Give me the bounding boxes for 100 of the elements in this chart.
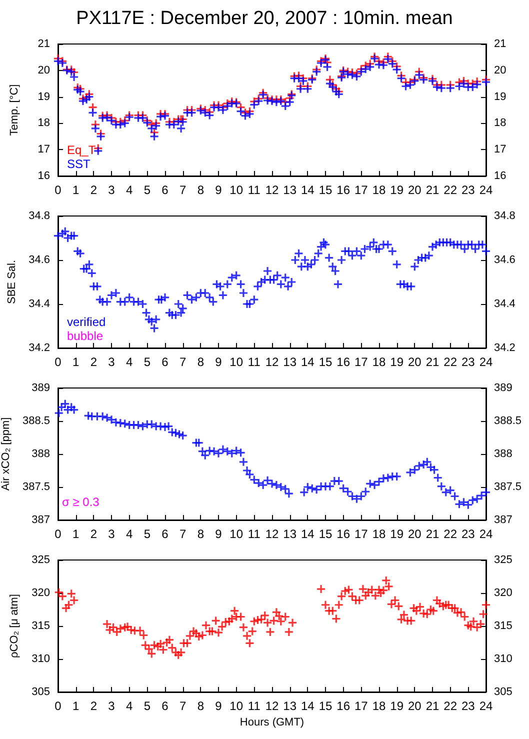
- y2-tick-label: 388.5: [494, 415, 522, 427]
- x-tick-label: 11: [248, 183, 261, 197]
- legend-label: bubble: [67, 329, 104, 343]
- x-tick-label: 15: [318, 355, 332, 369]
- x-tick-label: 17: [354, 527, 368, 541]
- x-tick-label: 19: [390, 527, 404, 541]
- y2-tick-label: 387: [494, 514, 512, 526]
- x-tick-label: 11: [248, 355, 261, 369]
- x-tick-label: 24: [479, 355, 493, 369]
- x-tick-label: 12: [265, 699, 279, 713]
- x-tick-label: 2: [90, 183, 98, 197]
- x-tick-label: 2: [90, 527, 98, 541]
- x-tick-label: 17: [354, 699, 368, 713]
- y2-tick-label: 34.8: [494, 210, 516, 222]
- y-tick-label: 388.5: [22, 415, 50, 427]
- x-tick-label: 7: [179, 355, 186, 369]
- x-tick-label: 9: [215, 183, 222, 197]
- x-tick-label: 15: [318, 699, 332, 713]
- x-tick-label: 23: [461, 527, 476, 541]
- x-tick-label: 4: [126, 183, 133, 197]
- x-tick-label: 22: [444, 183, 458, 197]
- x-tick-label: 16: [336, 699, 350, 713]
- x-tick-label: 14: [300, 527, 315, 541]
- y-tick-label: 21: [38, 38, 50, 50]
- x-tick-label: 21: [426, 699, 440, 713]
- y-tick-label: 305: [32, 686, 50, 698]
- x-tick-label: 18: [372, 355, 386, 369]
- y-tick-label: 310: [32, 653, 50, 665]
- y-tick-label: 387.5: [22, 481, 50, 493]
- x-tick-label: 11: [248, 527, 261, 541]
- x-tick-label: 18: [372, 527, 386, 541]
- x-tick-label: 5: [144, 527, 151, 541]
- y2-tick-label: 34.2: [494, 342, 516, 354]
- x-tick-label: 8: [197, 355, 204, 369]
- y-tick-label: 16: [38, 170, 50, 182]
- x-tick-label: 20: [408, 183, 422, 197]
- x-tick-label: 6: [162, 699, 169, 713]
- x-tick-label: 23: [461, 355, 476, 369]
- x-tick-label: 6: [162, 355, 169, 369]
- x-tick-label: 20: [408, 527, 422, 541]
- y-tick-label: 34.8: [28, 210, 50, 222]
- x-tick-label: 19: [390, 183, 404, 197]
- x-tick-label: 24: [479, 699, 493, 713]
- y2-tick-label: 16: [494, 170, 506, 182]
- x-tick-label: 4: [126, 699, 133, 713]
- y-tick-label: 387: [32, 514, 50, 526]
- y2-tick-label: 387.5: [494, 481, 522, 493]
- y-axis-title: ρCO₂ [μ atm]: [8, 594, 20, 658]
- x-tick-label: 8: [197, 527, 204, 541]
- x-tick-label: 0: [54, 527, 62, 541]
- y-tick-label: 315: [32, 620, 50, 632]
- y2-tick-label: 388: [494, 448, 512, 460]
- series-label: Eq_T: [67, 143, 96, 157]
- x-tick-label: 14: [300, 699, 315, 713]
- x-tick-label: 0: [54, 183, 62, 197]
- x-tick-label: 19: [390, 355, 404, 369]
- x-tick-label: 12: [265, 527, 279, 541]
- x-tick-label: 9: [215, 699, 222, 713]
- y-tick-label: 20: [38, 64, 50, 76]
- y2-tick-label: 21: [494, 38, 506, 50]
- x-tick-label: 12: [265, 355, 279, 369]
- x-tick-label: 20: [408, 699, 422, 713]
- x-tick-label: 14: [300, 183, 315, 197]
- y-axis-title: SBE Sal.: [6, 260, 18, 304]
- y2-tick-label: 18: [494, 117, 506, 130]
- y-axis-title: Temp. [°C]: [8, 84, 20, 136]
- x-tick-label: 16: [336, 355, 350, 369]
- y2-tick-label: 325: [494, 554, 512, 566]
- x-tick-label: 13: [283, 699, 297, 713]
- x-tick-label: 14: [300, 355, 315, 369]
- y2-tick-label: 20: [494, 64, 506, 76]
- x-tick-label: 1: [72, 527, 80, 541]
- y-tick-label: 18: [38, 117, 50, 130]
- x-tick-label: 6: [162, 527, 169, 541]
- x-tick-label: 23: [461, 699, 476, 713]
- x-tick-label: 1: [72, 183, 80, 197]
- x-tick-label: 9: [215, 527, 222, 541]
- y-tick-label: 34.6: [28, 254, 50, 266]
- y2-tick-label: 310: [494, 653, 512, 665]
- x-tick-label: 24: [479, 183, 493, 197]
- x-tick-label: 16: [336, 527, 350, 541]
- y2-tick-label: 34.6: [494, 254, 516, 266]
- x-tick-label: 6: [162, 183, 169, 197]
- y-tick-label: 389: [32, 382, 50, 394]
- x-tick-label: 23: [461, 183, 476, 197]
- x-tick-label: 13: [283, 527, 297, 541]
- y-tick-label: 325: [32, 554, 50, 566]
- x-tick-label: 7: [179, 527, 186, 541]
- x-tick-label: 1: [72, 355, 80, 369]
- x-tick-label: 3: [108, 699, 116, 713]
- y-tick-label: 34.2: [28, 342, 50, 354]
- x-tick-label: 2: [90, 355, 98, 369]
- x-tick-label: 17: [354, 355, 368, 369]
- x-tick-label: 22: [444, 355, 458, 369]
- x-tick-label: 5: [144, 355, 151, 369]
- x-tick-label: 12: [265, 183, 279, 197]
- x-tick-label: 22: [444, 699, 458, 713]
- y-tick-label: 320: [32, 587, 50, 599]
- y2-tick-label: 389: [494, 382, 512, 394]
- x-tick-label: 10: [230, 355, 244, 369]
